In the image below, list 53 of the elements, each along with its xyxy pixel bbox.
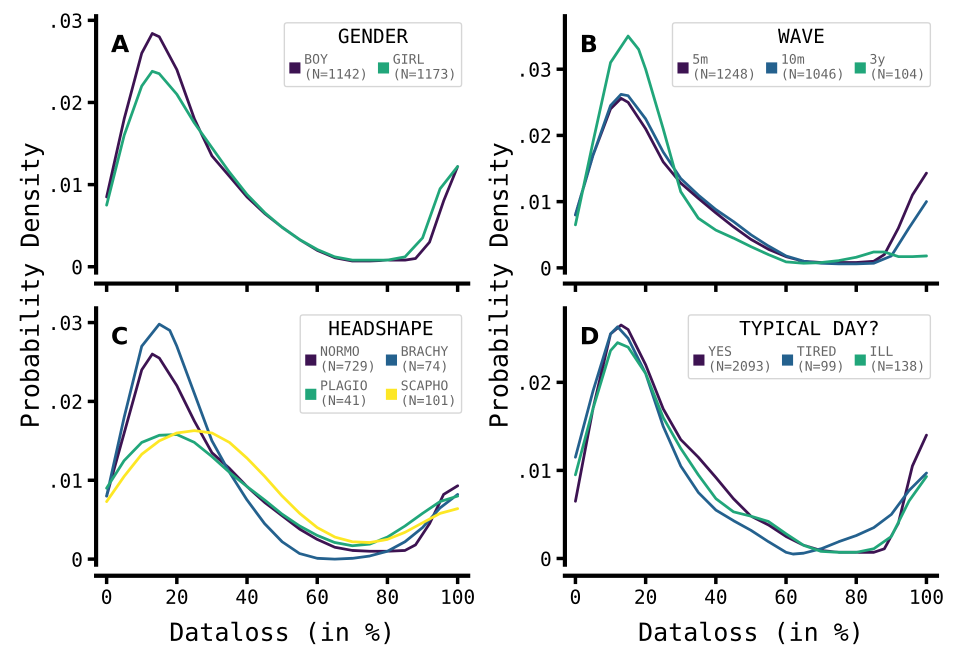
y-tick-label: .02 xyxy=(521,375,550,390)
y-tick-label: .02 xyxy=(52,95,82,110)
y-tick-label: .03 xyxy=(52,316,82,330)
x-tick-label: 60 xyxy=(776,589,796,604)
y-tick-label: .01 xyxy=(52,178,82,192)
x-tick-label: 20 xyxy=(635,589,656,604)
legend-label: TIRED (N=99) xyxy=(797,346,842,372)
y-tick-label: 0 xyxy=(72,260,82,274)
legend-title: GENDER xyxy=(338,28,408,44)
x-axis-title: Dataloss (in %) xyxy=(640,622,859,644)
x-tick-label: 0 xyxy=(102,589,112,604)
legend-label: 10m (N=1046) xyxy=(782,54,842,80)
text: C xyxy=(112,326,127,345)
legend-label: YES (N=2093) xyxy=(708,346,769,372)
legend-label: PLAGIO (N=41) xyxy=(321,380,367,407)
x-tick-label: 80 xyxy=(376,589,398,604)
text: D xyxy=(582,327,598,344)
legend-title: TYPICAL DAY? xyxy=(740,320,878,336)
legend-label: 3y (N=104) xyxy=(870,54,922,80)
y-axis-title: Probability Density xyxy=(488,143,513,426)
y-tick-label: .03 xyxy=(521,62,550,77)
x-tick-label: 0 xyxy=(570,589,580,604)
text: A xyxy=(111,34,130,52)
legend-label: ILL (N=138) xyxy=(870,346,922,372)
y-tick-label: .01 xyxy=(52,473,82,488)
legend-title: HEADSHAPE xyxy=(330,320,432,336)
y-tick-label: 0 xyxy=(541,551,550,566)
text: B xyxy=(582,34,596,52)
x-tick-label: 100 xyxy=(442,589,474,604)
legend-label: BOY (N=1142) xyxy=(305,54,365,80)
legend-label: GIRL (N=1173) xyxy=(393,54,454,80)
legend-label: NORMO (N=729) xyxy=(320,346,373,372)
legend-label: SCAPHO (N=101) xyxy=(402,380,454,407)
y-tick-label: .02 xyxy=(52,394,82,410)
legend-title: WAVE xyxy=(778,28,824,43)
y-tick-label: 0 xyxy=(541,260,550,276)
x-tick-label: 60 xyxy=(306,589,328,604)
x-tick-label: 40 xyxy=(236,589,258,604)
y-tick-label: .01 xyxy=(521,463,550,478)
y-axis-title: Probability Density xyxy=(20,143,44,426)
y-tick-label: .01 xyxy=(521,194,550,210)
legend-label: BRACHY (N=74) xyxy=(402,346,448,372)
x-tick-label: 80 xyxy=(846,589,867,604)
line-series xyxy=(105,322,460,560)
line-series xyxy=(105,70,460,262)
y-tick-label: .03 xyxy=(52,13,82,28)
y-tick-label: .02 xyxy=(521,128,550,144)
y-tick-label: 0 xyxy=(72,552,82,567)
x-tick-label: 20 xyxy=(166,589,188,604)
x-axis-title: Dataloss (in %) xyxy=(170,622,390,644)
legend-label: 5m (N=1248) xyxy=(693,54,754,80)
x-tick-label: 40 xyxy=(705,589,726,604)
x-tick-label: 100 xyxy=(911,589,943,604)
